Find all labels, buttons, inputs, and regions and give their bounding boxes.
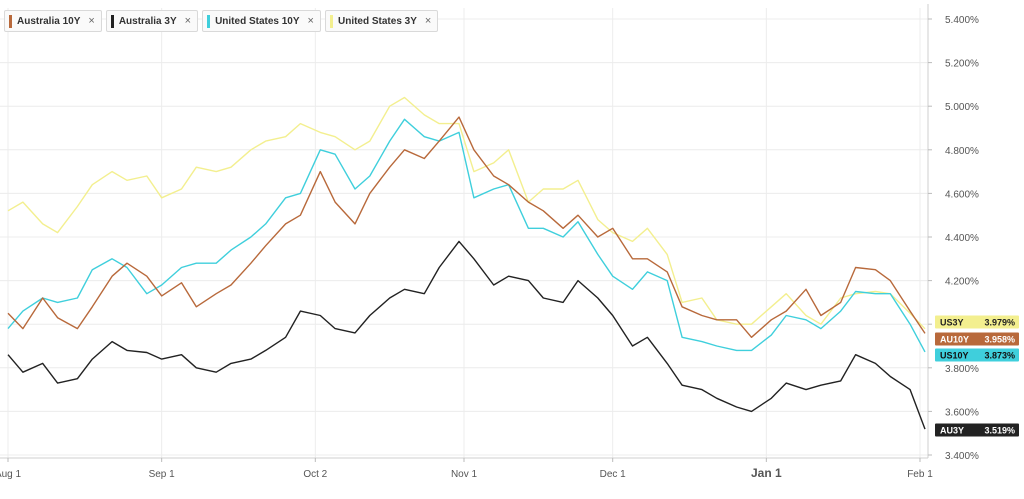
series-line-australia-3y[interactable] (7, 240, 926, 430)
legend: Australia 10Y × Australia 3Y × United States… (4, 10, 439, 32)
x-tick-label: Jan 1 (751, 466, 782, 480)
y-tick-label: 5.200% (945, 59, 979, 70)
remove-series-icon[interactable]: × (307, 15, 314, 27)
badge-symbol: US3Y (940, 318, 964, 328)
legend-label: United States 3Y (337, 15, 417, 27)
badge-value: 3.979% (984, 318, 1015, 328)
last-value-badge-au10y: AU10Y 3.958% (935, 332, 1019, 346)
remove-series-icon[interactable]: × (88, 15, 95, 27)
legend-chip-united-states-3y[interactable]: United States 3Y × (324, 10, 439, 32)
remove-series-icon[interactable]: × (184, 15, 192, 27)
legend-label: Australia 3Y (118, 15, 177, 27)
y-tick-label: 4.600% (945, 189, 979, 200)
last-value-badge-us3y: US3Y 3.979% (935, 315, 1019, 329)
legend-swatch (329, 14, 333, 28)
legend-label: Australia 10Y (17, 15, 81, 27)
y-tick-label: 5.000% (945, 102, 979, 113)
badge-symbol: AU3Y (940, 426, 964, 436)
y-tick-label: 3.600% (945, 407, 979, 418)
y-tick-label: 3.400% (945, 451, 979, 462)
legend-chip-australia-3y[interactable]: Australia 3Y × (105, 10, 199, 32)
y-tick-label: 4.800% (945, 146, 979, 157)
badge-background (935, 423, 1019, 437)
badge-background (935, 348, 1019, 362)
badge-symbol: US10Y (940, 351, 969, 361)
legend-swatch (110, 14, 114, 28)
badge-value: 3.873% (984, 351, 1015, 361)
legend-chip-australia-10y[interactable]: Australia 10Y × (4, 10, 102, 32)
y-tick-label: 4.200% (945, 277, 979, 288)
badge-value: 3.958% (984, 335, 1015, 345)
badge-value: 3.519% (984, 426, 1015, 436)
last-value-badge-au3y: AU3Y 3.519% (935, 423, 1019, 437)
legend-chip-united-states-10y[interactable]: United States 10Y × (202, 10, 321, 32)
badge-background (935, 315, 1019, 329)
legend-label: United States 10Y (215, 15, 300, 27)
series-line-australia-10y[interactable] (7, 116, 926, 338)
y-tick-label: 3.800% (945, 364, 979, 375)
x-tick-label: Dec 1 (600, 469, 627, 480)
y-tick-label: 4.400% (945, 233, 979, 244)
x-tick-label: Nov 1 (451, 469, 478, 480)
badge-symbol: AU10Y (940, 335, 969, 345)
last-value-badge-us10y: US10Y 3.873% (935, 348, 1019, 362)
series-line-united-states-10y[interactable] (7, 118, 926, 353)
x-tick-label: Oct 2 (303, 469, 327, 480)
series-line-united-states-3y[interactable] (7, 96, 926, 330)
legend-swatch (207, 14, 211, 28)
x-tick-label: Sep 1 (149, 469, 176, 480)
y-tick-label: 5.400% (945, 15, 979, 26)
remove-series-icon[interactable]: × (424, 15, 432, 27)
x-tick-label: Feb 1 (907, 469, 933, 480)
legend-swatch (9, 14, 12, 28)
x-tick-label: Aug 1 (0, 469, 22, 480)
badge-background (935, 332, 1019, 346)
